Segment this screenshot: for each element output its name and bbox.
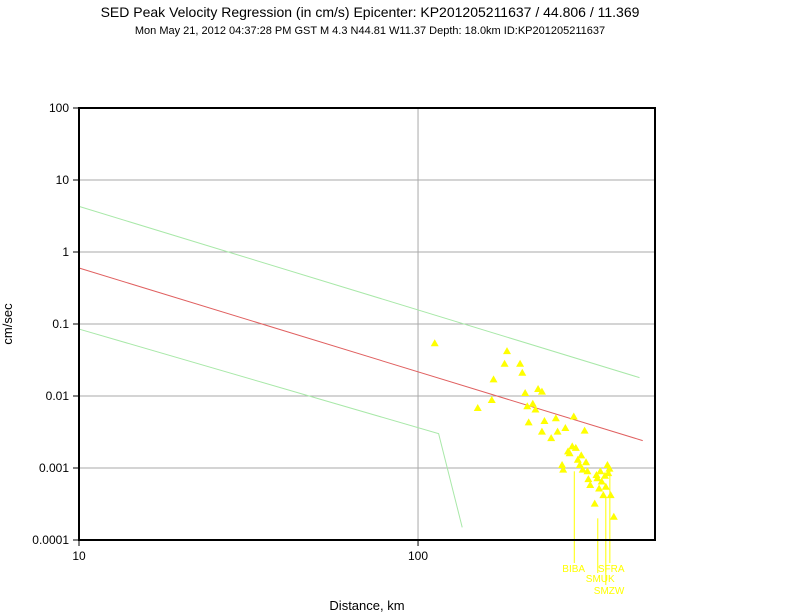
chart-subtitle: Mon May 21, 2012 04:37:28 PM GST M 4.3 N… <box>134 25 606 37</box>
data-point <box>523 402 532 410</box>
data-point <box>582 458 591 466</box>
y-tick-label: 100 <box>49 101 69 115</box>
data-point <box>537 427 546 435</box>
y-tick-label: 0.01 <box>46 389 70 403</box>
data-point <box>573 455 582 463</box>
data-point <box>569 412 578 420</box>
bound-lines <box>78 205 640 528</box>
data-point <box>596 467 605 475</box>
regression-line-group <box>78 267 643 442</box>
data-point <box>606 491 615 499</box>
data-point <box>540 416 549 424</box>
x-tick-label: 100 <box>408 549 428 563</box>
data-point <box>575 461 584 469</box>
y-axis-label: cm/sec <box>0 303 15 345</box>
data-point <box>561 423 570 431</box>
data-point <box>558 461 567 469</box>
data-point <box>489 375 498 383</box>
upper-bound-line <box>78 205 640 379</box>
data-point <box>599 491 608 499</box>
data-point <box>609 512 618 520</box>
data-point <box>553 427 562 435</box>
data-point <box>537 387 546 395</box>
data-point <box>565 449 574 457</box>
data-point <box>528 399 537 407</box>
station-label: SMUK <box>586 574 615 585</box>
data-point <box>559 465 568 473</box>
data-point <box>583 467 592 475</box>
data-points <box>430 339 618 520</box>
x-tick-label: 10 <box>72 549 86 563</box>
data-point <box>516 359 525 367</box>
data-point <box>605 464 614 472</box>
data-point <box>578 465 587 473</box>
x-axis-label: Distance, km <box>329 598 404 612</box>
y-tick-label: 0.001 <box>39 461 69 475</box>
data-point <box>584 475 593 483</box>
data-point <box>595 484 604 492</box>
data-point <box>571 443 580 451</box>
data-point <box>521 389 530 397</box>
data-point <box>518 368 527 376</box>
data-point <box>577 451 586 459</box>
y-tick-label: 1 <box>62 245 69 259</box>
data-point <box>592 470 601 478</box>
lower-bound-line <box>78 328 463 528</box>
data-point <box>430 339 439 347</box>
station-label: SFRA <box>598 564 625 575</box>
station-label: SMZW <box>594 586 625 597</box>
data-point <box>524 418 533 426</box>
data-point <box>601 482 610 490</box>
data-point <box>586 481 595 489</box>
data-point <box>503 347 512 355</box>
station-label: BIBA <box>562 564 585 575</box>
data-point <box>487 395 496 403</box>
data-point <box>551 414 560 422</box>
chart-title: SED Peak Velocity Regression (in cm/s) E… <box>100 4 640 20</box>
data-point <box>590 499 599 507</box>
data-point <box>531 405 540 413</box>
y-tick-label: 0.1 <box>52 317 69 331</box>
y-tick-label: 10 <box>56 173 70 187</box>
data-point <box>580 426 589 434</box>
data-point <box>597 477 606 485</box>
y-tick-label: 0.0001 <box>32 533 69 547</box>
data-point <box>593 474 602 482</box>
regression-line <box>78 267 643 442</box>
data-point <box>473 404 482 412</box>
data-point <box>534 385 543 393</box>
data-point <box>547 434 556 442</box>
data-point <box>500 359 509 367</box>
